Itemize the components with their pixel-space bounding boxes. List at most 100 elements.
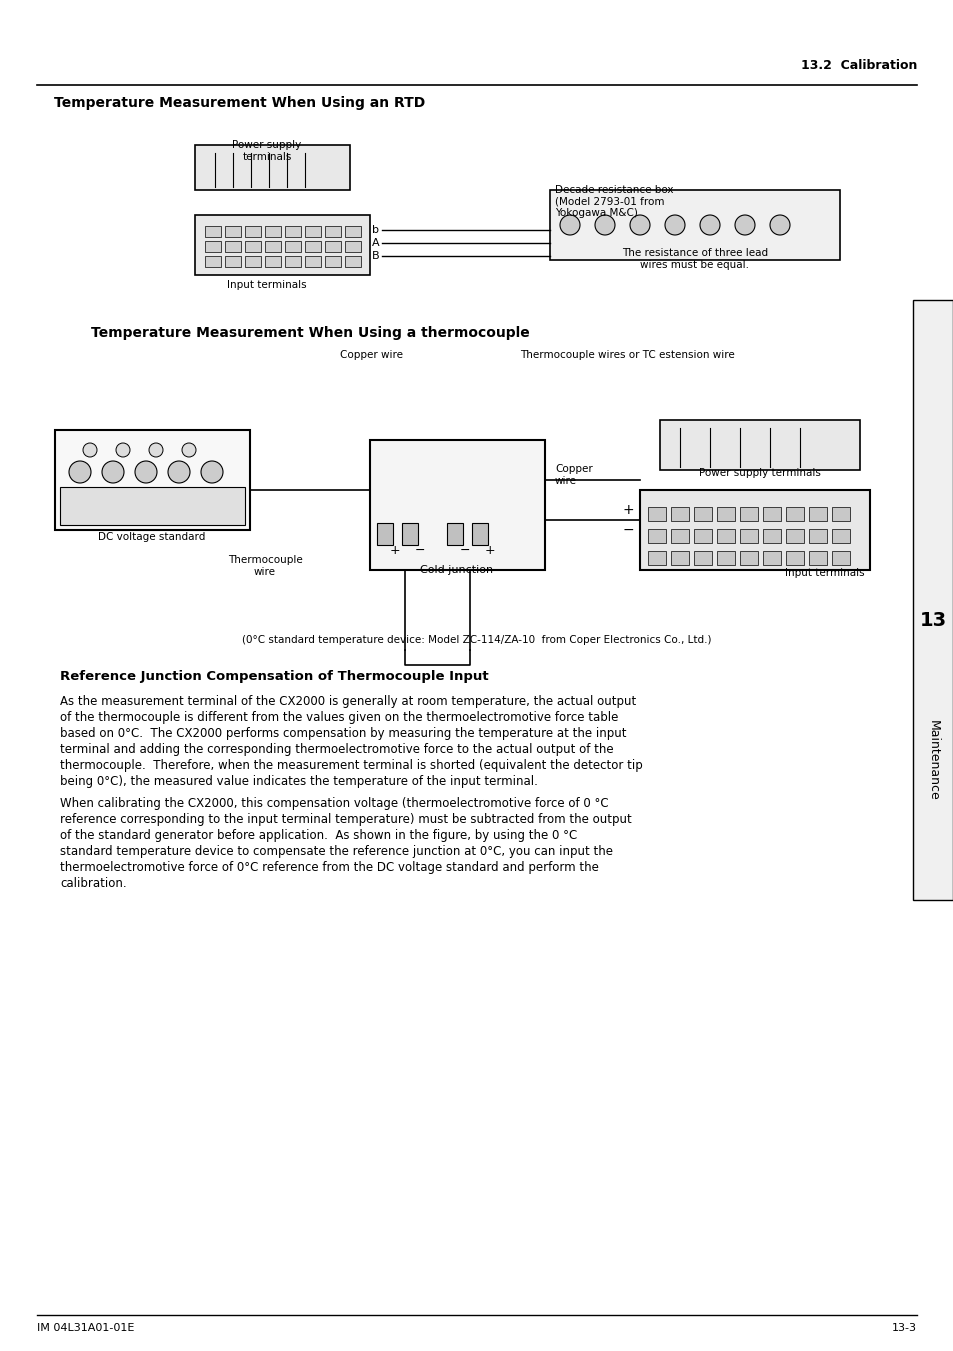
Text: +: + xyxy=(484,543,495,557)
Text: A: A xyxy=(372,238,379,249)
Bar xyxy=(740,530,758,543)
Text: being 0°C), the measured value indicates the temperature of the input terminal.: being 0°C), the measured value indicates… xyxy=(60,775,537,788)
Circle shape xyxy=(595,215,615,235)
Bar xyxy=(265,240,281,253)
Bar xyxy=(305,255,320,267)
Bar xyxy=(60,486,245,526)
Text: Decade resistance box
(Model 2793-01 from
Yokogawa M&C): Decade resistance box (Model 2793-01 fro… xyxy=(555,185,673,219)
Bar xyxy=(194,145,350,190)
Circle shape xyxy=(629,215,649,235)
Text: Maintenance: Maintenance xyxy=(925,720,939,800)
Bar xyxy=(225,226,241,236)
Bar xyxy=(785,507,803,521)
Text: Temperature Measurement When Using an RTD: Temperature Measurement When Using an RT… xyxy=(54,96,425,109)
Text: standard temperature device to compensate the reference junction at 0°C, you can: standard temperature device to compensat… xyxy=(60,844,613,858)
Circle shape xyxy=(116,443,130,457)
Bar xyxy=(647,551,665,565)
Text: of the standard generator before application.  As shown in the figure, by using : of the standard generator before applica… xyxy=(60,830,577,842)
Circle shape xyxy=(83,443,97,457)
Bar xyxy=(647,507,665,521)
Text: Cold junction: Cold junction xyxy=(420,565,493,576)
Circle shape xyxy=(168,461,190,484)
Bar xyxy=(325,255,340,267)
Text: Thermocouple
wire: Thermocouple wire xyxy=(228,555,302,577)
Bar xyxy=(808,551,826,565)
Bar xyxy=(245,226,261,236)
Circle shape xyxy=(664,215,684,235)
Text: thermoelectromotive force of 0°C reference from the DC voltage standard and perf: thermoelectromotive force of 0°C referen… xyxy=(60,861,598,874)
Bar xyxy=(401,523,417,544)
Bar xyxy=(808,507,826,521)
Text: reference corresponding to the input terminal temperature) must be subtracted fr: reference corresponding to the input ter… xyxy=(60,813,631,825)
Bar xyxy=(325,240,340,253)
Bar xyxy=(376,523,393,544)
Bar xyxy=(345,255,360,267)
Bar xyxy=(225,240,241,253)
Text: −: − xyxy=(415,543,425,557)
Text: Power supply terminals: Power supply terminals xyxy=(699,467,821,478)
Bar xyxy=(831,507,849,521)
Bar xyxy=(285,255,301,267)
Bar xyxy=(639,490,869,570)
Bar xyxy=(265,255,281,267)
Text: Input terminals: Input terminals xyxy=(784,567,864,578)
Bar xyxy=(325,226,340,236)
Bar xyxy=(659,420,859,470)
Text: (0°C standard temperature device: Model ZC-114/ZA-10  from Coper Electronics Co.: (0°C standard temperature device: Model … xyxy=(242,635,711,644)
Text: As the measurement terminal of the CX2000 is generally at room temperature, the : As the measurement terminal of the CX200… xyxy=(60,694,636,708)
Bar xyxy=(205,240,221,253)
Bar xyxy=(693,551,711,565)
Bar xyxy=(305,226,320,236)
Bar xyxy=(345,240,360,253)
Text: thermocouple.  Therefore, when the measurement terminal is shorted (equivalent t: thermocouple. Therefore, when the measur… xyxy=(60,759,642,771)
Bar xyxy=(808,530,826,543)
Bar xyxy=(693,530,711,543)
Text: 13-3: 13-3 xyxy=(891,1323,916,1333)
Bar xyxy=(670,551,688,565)
Text: B: B xyxy=(372,251,379,261)
Circle shape xyxy=(135,461,157,484)
Circle shape xyxy=(102,461,124,484)
Bar xyxy=(447,523,462,544)
Bar xyxy=(717,507,734,521)
Bar xyxy=(647,530,665,543)
Circle shape xyxy=(149,443,163,457)
Bar xyxy=(285,240,301,253)
Text: 13: 13 xyxy=(919,611,945,630)
Bar xyxy=(225,255,241,267)
Text: −: − xyxy=(459,543,470,557)
Text: based on 0°C.  The CX2000 performs compensation by measuring the temperature at : based on 0°C. The CX2000 performs compen… xyxy=(60,727,626,740)
Text: terminal and adding the corresponding thermoelectromotive force to the actual ou: terminal and adding the corresponding th… xyxy=(60,743,613,757)
Text: Copper wire: Copper wire xyxy=(339,350,402,359)
Bar xyxy=(245,240,261,253)
Bar xyxy=(670,507,688,521)
Bar xyxy=(762,530,781,543)
Bar xyxy=(550,190,840,259)
Bar xyxy=(785,530,803,543)
Bar xyxy=(472,523,488,544)
Bar xyxy=(912,300,952,900)
Text: Temperature Measurement When Using a thermocouple: Temperature Measurement When Using a the… xyxy=(91,326,529,340)
Bar xyxy=(194,215,370,276)
Bar xyxy=(693,507,711,521)
Bar xyxy=(831,551,849,565)
Text: Power supply
terminals: Power supply terminals xyxy=(233,141,301,162)
Bar xyxy=(762,551,781,565)
Circle shape xyxy=(201,461,223,484)
Text: b: b xyxy=(372,226,378,235)
Bar xyxy=(305,240,320,253)
Text: −: − xyxy=(621,523,633,536)
Bar xyxy=(740,507,758,521)
Bar xyxy=(285,226,301,236)
Text: +: + xyxy=(621,503,633,517)
Bar xyxy=(245,255,261,267)
Circle shape xyxy=(734,215,754,235)
Text: 13.2  Calibration: 13.2 Calibration xyxy=(800,59,916,72)
Text: IM 04L31A01-01E: IM 04L31A01-01E xyxy=(37,1323,134,1333)
Bar xyxy=(717,530,734,543)
Bar xyxy=(717,551,734,565)
Text: calibration.: calibration. xyxy=(60,877,127,890)
Circle shape xyxy=(69,461,91,484)
Text: The resistance of three lead
wires must be equal.: The resistance of three lead wires must … xyxy=(621,249,767,270)
Text: of the thermocouple is different from the values given on the thermoelectromotiv: of the thermocouple is different from th… xyxy=(60,711,618,724)
